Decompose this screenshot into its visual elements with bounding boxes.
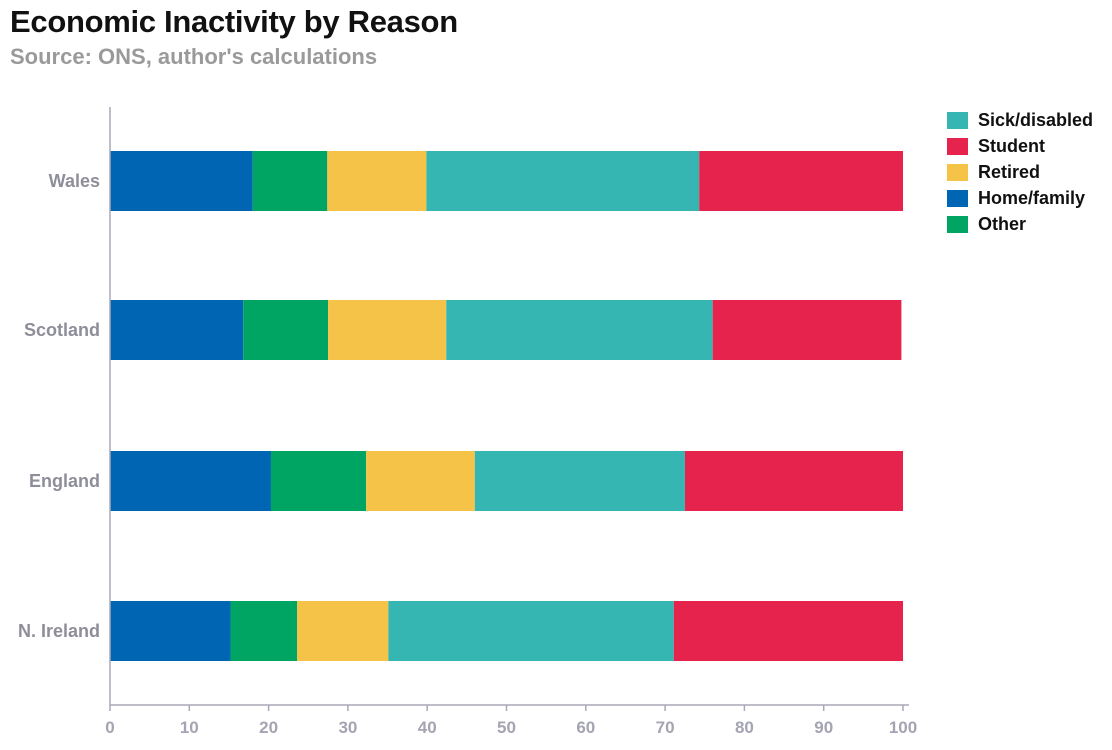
bar-england-home-family: [110, 451, 271, 511]
bar-wales-student: [699, 151, 903, 211]
legend-label: Home/family: [978, 187, 1086, 208]
x-tick-label: 30: [338, 718, 357, 737]
bar-england-other: [270, 451, 367, 511]
bar-n-ireland-other: [230, 601, 298, 661]
legend-swatch: [947, 189, 968, 207]
x-tick-label: 70: [656, 718, 675, 737]
bar-n-ireland-home-family: [110, 601, 231, 661]
legend-item: Sick/disabled: [947, 107, 1093, 133]
bar-wales-retired: [327, 151, 427, 211]
category-label: Wales: [49, 171, 100, 191]
x-tick-label: 60: [576, 718, 595, 737]
bar-n-ireland-sick-disabled: [388, 601, 674, 661]
x-tick-label: 0: [105, 718, 114, 737]
legend-label: Sick/disabled: [978, 109, 1094, 130]
bar-scotland-sick-disabled: [446, 300, 713, 360]
legend-swatch: [947, 111, 968, 129]
bar-scotland-home-family: [110, 300, 244, 360]
bar-wales-home-family: [110, 151, 253, 211]
bar-n-ireland-retired: [297, 601, 389, 661]
legend-item: Retired: [947, 159, 1093, 185]
legend-label: Other: [978, 213, 1027, 234]
chart-title: Economic Inactivity by Reason: [10, 4, 458, 39]
x-tick-label: 100: [889, 718, 917, 737]
category-label: N. Ireland: [18, 621, 100, 641]
bar-n-ireland-student: [673, 601, 903, 661]
x-tick-label: 10: [180, 718, 199, 737]
x-tick-label: 20: [259, 718, 278, 737]
legend-label: Student: [978, 135, 1045, 156]
legend-swatch: [947, 163, 968, 181]
x-tick-label: 50: [497, 718, 516, 737]
bar-wales-sick-disabled: [426, 151, 700, 211]
bar-scotland-other: [243, 300, 329, 360]
legend-swatch: [947, 215, 968, 233]
x-tick-label: 80: [735, 718, 754, 737]
chart-legend: Sick/disabled Student Retired Home/family Ot…: [947, 107, 1093, 237]
legend-swatch: [947, 137, 968, 155]
legend-item: Student: [947, 133, 1093, 159]
x-tick-label: 90: [814, 718, 833, 737]
legend-item: Other: [947, 211, 1093, 237]
category-label: England: [29, 471, 100, 491]
x-tick-label: 40: [418, 718, 437, 737]
bar-england-retired: [366, 451, 475, 511]
bar-england-student: [684, 451, 903, 511]
bar-england-sick-disabled: [474, 451, 685, 511]
bar-wales-other: [252, 151, 328, 211]
legend-label: Retired: [978, 161, 1041, 182]
legend-item: Home/family: [947, 185, 1093, 211]
chart-subtitle: Source: ONS, author's calculations: [10, 44, 378, 69]
category-label: Scotland: [24, 320, 100, 340]
bar-scotland-retired: [328, 300, 447, 360]
bar-scotland-student: [712, 300, 902, 360]
